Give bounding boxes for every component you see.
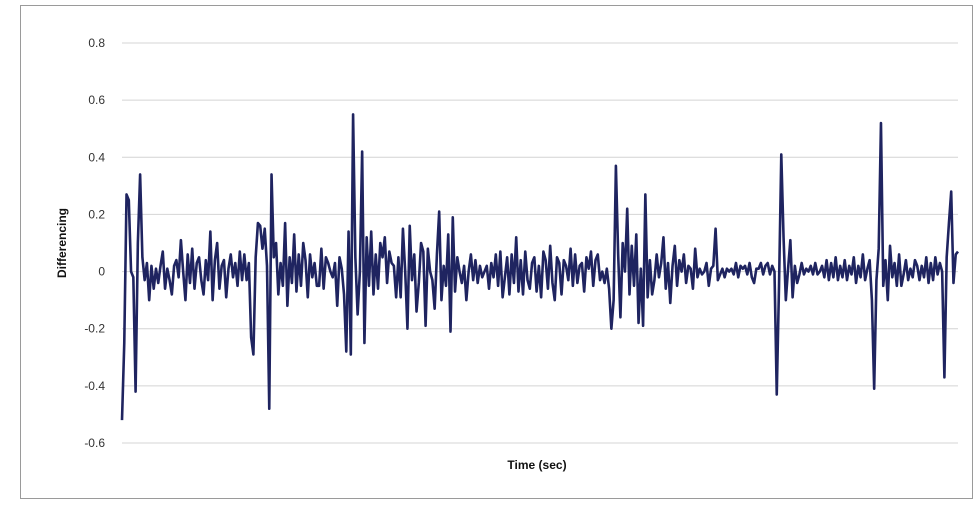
y-tick-labels: 0.8 0.6 0.4 0.2 0 -0.2 -0.4 -0.6 [84, 36, 105, 450]
gridlines [122, 42, 958, 444]
x-axis-title: Time (sec) [507, 458, 566, 472]
series-line [120, 113, 960, 421]
y-tick-label: 0.4 [88, 150, 105, 164]
series [120, 113, 960, 421]
y-tick-label: 0 [98, 265, 105, 279]
y-tick-label: 0.6 [88, 93, 105, 107]
y-tick-label: 0.8 [88, 36, 105, 50]
y-tick-label: -0.6 [84, 436, 105, 450]
y-tick-label: -0.2 [84, 322, 105, 336]
y-tick-label: 0.2 [88, 207, 105, 221]
y-axis-title: Differencing [55, 208, 69, 278]
y-tick-label: -0.4 [84, 379, 105, 393]
chart-frame [20, 5, 973, 499]
